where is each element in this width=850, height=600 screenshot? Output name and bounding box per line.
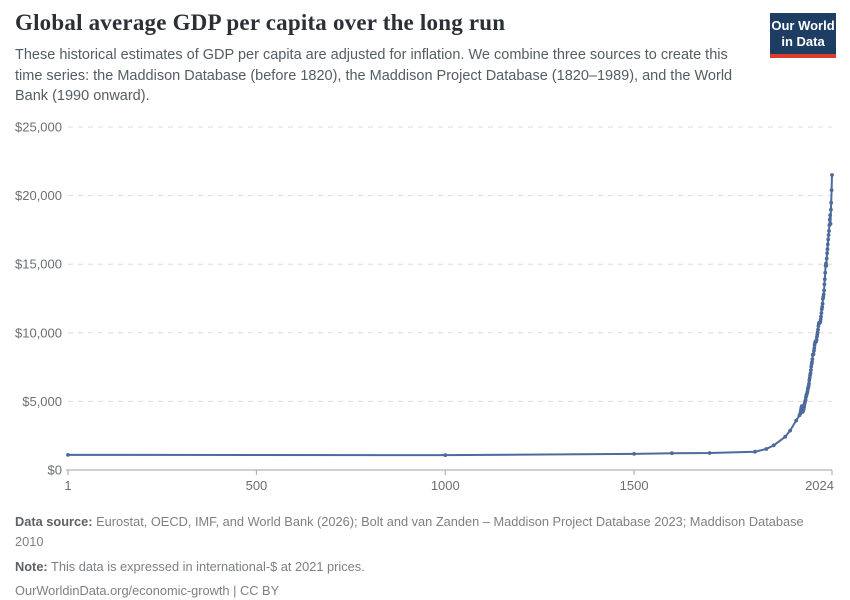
data-point[interactable] (820, 305, 825, 309)
data-point[interactable] (822, 277, 827, 282)
page-subtitle: These historical estimates of GDP per ca… (15, 47, 733, 105)
license-badge: CC BY (240, 583, 280, 599)
owid-article-link[interactable]: OurWorldinData.org/economic-growth (15, 583, 230, 599)
data-point[interactable] (815, 330, 820, 335)
y-axis-tick-label: $5,000 (22, 394, 62, 409)
data-point[interactable] (824, 256, 829, 261)
data-point[interactable] (821, 292, 826, 297)
data-source-text: Eurostat, OECD, IMF, and World Bank (202… (15, 514, 808, 549)
x-axis-tick-label: 1 (64, 478, 71, 493)
data-point[interactable] (812, 346, 817, 351)
owid-logo-line2: in Data (781, 33, 825, 49)
page-title: Global average GDP per capita over the l… (15, 10, 506, 35)
data-point[interactable] (828, 213, 832, 218)
data-point[interactable] (830, 173, 834, 177)
data-point[interactable] (829, 188, 834, 193)
y-axis-tick-label: $10,000 (15, 325, 62, 340)
data-point[interactable] (825, 242, 830, 247)
note-label: Note: (15, 558, 48, 574)
data-point[interactable] (764, 447, 769, 451)
data-point[interactable] (810, 357, 815, 362)
data-point[interactable] (828, 222, 833, 226)
data-point[interactable] (814, 338, 819, 342)
data-point[interactable] (819, 311, 824, 315)
data-point[interactable] (819, 314, 823, 319)
note-row: Note: This data is expressed in internat… (15, 557, 815, 577)
data-point[interactable] (788, 428, 792, 433)
data-point[interactable] (808, 371, 813, 375)
owid-logo[interactable]: Our World in Data (770, 13, 836, 58)
data-source-row: Data source: Eurostat, OECD, IMF, and Wo… (15, 512, 815, 552)
data-point[interactable] (826, 233, 831, 237)
separator: | (229, 583, 240, 599)
x-axis-tick-label: 2024 (805, 478, 834, 493)
data-point[interactable] (810, 360, 814, 365)
data-point[interactable] (811, 352, 816, 357)
y-axis-tick-label: $0 (48, 463, 62, 478)
data-point[interactable] (807, 381, 811, 386)
data-point[interactable] (753, 449, 757, 454)
data-point[interactable] (825, 251, 829, 256)
data-point[interactable] (829, 200, 834, 205)
y-axis-tick-label: $20,000 (15, 188, 62, 203)
data-point[interactable] (670, 451, 674, 456)
data-point[interactable] (823, 270, 828, 275)
trend-line[interactable] (67, 174, 833, 457)
data-point[interactable] (816, 327, 820, 332)
x-axis-tick-label: 1000 (431, 478, 460, 493)
data-point[interactable] (822, 288, 826, 293)
data-point[interactable] (827, 217, 832, 222)
data-point[interactable] (822, 282, 827, 287)
data-point[interactable] (824, 263, 829, 268)
data-source-label: Data source: (15, 514, 93, 529)
x-axis-tick-label: 500 (246, 478, 268, 493)
data-point[interactable] (783, 434, 788, 439)
data-point[interactable] (809, 368, 813, 372)
data-point[interactable] (825, 247, 830, 252)
attribution-row: OurWorldinData.org/economic-growth | CC … (15, 581, 815, 600)
owid-logo-line1: Our World (771, 18, 835, 34)
data-point[interactable] (818, 317, 823, 322)
note-text: This data is expressed in international-… (47, 558, 365, 574)
data-point[interactable] (794, 418, 798, 423)
x-axis-tick-label: 1500 (620, 478, 649, 493)
data-point[interactable] (826, 237, 831, 242)
data-point[interactable] (820, 301, 825, 306)
data-point[interactable] (707, 451, 712, 455)
y-axis-tick-label: $15,000 (15, 257, 62, 272)
data-point[interactable] (443, 453, 448, 457)
data-point[interactable] (632, 452, 636, 456)
data-point[interactable] (771, 443, 776, 448)
chart-header: Global average GDP per capita over the l… (15, 10, 760, 107)
data-point[interactable] (827, 229, 831, 233)
data-point[interactable] (66, 453, 70, 457)
data-point[interactable] (829, 207, 833, 212)
y-axis-tick-label: $25,000 (15, 120, 62, 135)
chart-footer: Data source: Eurostat, OECD, IMF, and Wo… (15, 512, 815, 600)
